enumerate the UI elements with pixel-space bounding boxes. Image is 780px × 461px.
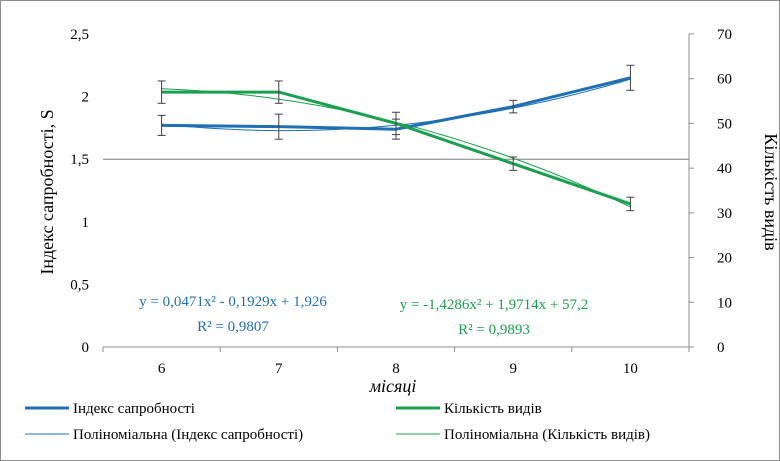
- y-left-tick-label: 1,5: [70, 152, 89, 168]
- legend-label-trend-species: Поліноміальна (Кількість видів): [444, 427, 650, 443]
- legend-label-species: Кількість видів: [444, 401, 542, 417]
- y-left-tick-label: 1: [82, 215, 90, 231]
- series-line-species: [161, 90, 631, 206]
- y-right-tick-label: 30: [717, 206, 732, 222]
- y-right-tick-label: 10: [717, 295, 732, 311]
- y-right-tick-label: 60: [717, 72, 732, 88]
- y-left-tick-label: 2: [82, 90, 90, 106]
- x-tick-label: 6: [158, 361, 166, 377]
- plot-area: [102, 33, 694, 352]
- y-left-tick-label: 2,5: [70, 27, 89, 43]
- legend: Індекс сапробності Кількість видів Полін…: [25, 401, 650, 443]
- x-tick-label: 10: [623, 361, 638, 377]
- y-right-tick-label: 40: [717, 161, 732, 177]
- y-right-tick-label: 50: [717, 116, 732, 132]
- y-axis-right-title: Кількість видів: [761, 133, 779, 250]
- x-tick-label: 9: [509, 361, 517, 377]
- trend-equations: y = 0,0471x² - 0,1929x + 1,926 R² = 0,98…: [139, 294, 588, 338]
- x-tick-label: 7: [275, 361, 283, 377]
- y-right-tick-label: 70: [717, 27, 732, 43]
- legend-label-trend-saprobity: Поліноміальна (Індекс сапробності): [73, 427, 303, 443]
- x-axis-title: місяці: [369, 376, 417, 396]
- x-tick-label: 8: [392, 361, 400, 377]
- trend-r2-species: R² = 0,9893: [458, 322, 530, 338]
- axis-ticks: 6 7 8 9 10 0 0,5 1 1,5 2 2,5 0 10 20 30 40 50 60 70: [70, 27, 732, 377]
- y-axis-left-title: Індекс сапробності, S: [37, 109, 57, 274]
- y-left-tick-label: 0,5: [70, 277, 89, 293]
- trendline-species: [161, 88, 631, 208]
- trend-r2-saprobity: R² = 0,9807: [197, 319, 269, 335]
- y-left-tick-label: 0: [82, 340, 90, 356]
- trend-equation-species: y = -1,4286x² + 1,9714x + 57,2: [400, 297, 589, 313]
- y-right-tick-label: 0: [717, 340, 725, 356]
- trend-equation-saprobity: y = 0,0471x² - 0,1929x + 1,926: [139, 294, 327, 310]
- legend-label-saprobity: Індекс сапробності: [73, 401, 195, 417]
- y-right-tick-label: 20: [717, 251, 732, 267]
